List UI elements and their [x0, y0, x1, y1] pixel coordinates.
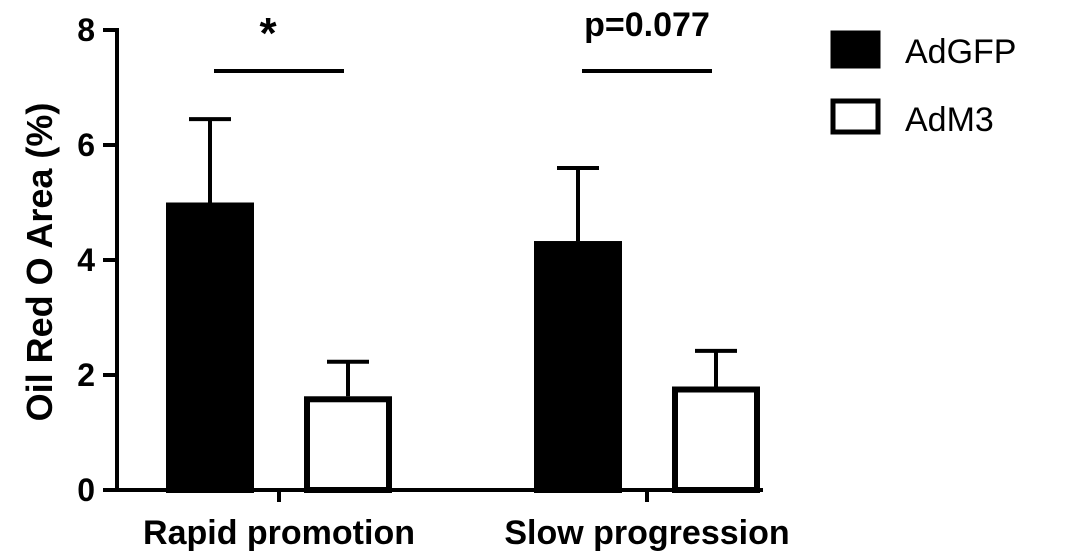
x-category-label-2: Slow progression — [504, 514, 789, 552]
bar-adm3-1 — [307, 399, 389, 490]
y-tick-label-6: 6 — [77, 127, 95, 163]
significance-label-2: p=0.077 — [584, 6, 710, 44]
plot-area: 0 2 4 6 8 Rapid promotion Slow progression * p=0… — [77, 6, 789, 552]
bar-adm3-2 — [675, 390, 757, 491]
y-tick-label-2: 2 — [77, 357, 95, 393]
bar-adgfp-2 — [537, 244, 619, 490]
y-tick-label-8: 8 — [77, 12, 95, 48]
x-category-label-1: Rapid promotion — [143, 514, 415, 552]
bar-adgfp-1 — [169, 206, 251, 491]
legend: AdGFP AdM3 — [833, 33, 1016, 139]
legend-swatch-adm3 — [833, 101, 878, 132]
y-tick-label-0: 0 — [77, 472, 95, 508]
legend-label-adm3: AdM3 — [905, 101, 994, 139]
legend-label-adgfp: AdGFP — [905, 33, 1016, 71]
legend-swatch-adgfp — [833, 33, 878, 66]
y-axis-label: Oil Red O Area (%) — [19, 103, 60, 422]
y-tick-label-4: 4 — [77, 242, 95, 278]
significance-label-1: * — [259, 9, 277, 58]
